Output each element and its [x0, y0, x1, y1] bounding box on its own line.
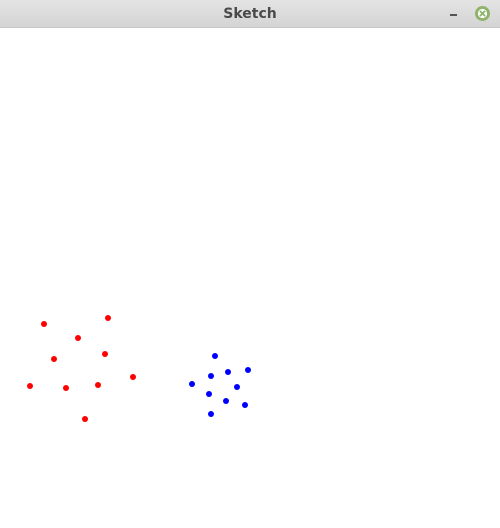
window-title: Sketch — [223, 6, 277, 22]
sketch-point — [206, 391, 212, 397]
sketch-point — [63, 385, 69, 391]
close-button[interactable] — [475, 6, 490, 21]
sketch-point — [208, 411, 214, 417]
sketch-point — [82, 416, 88, 422]
sketch-drawing — [27, 315, 251, 422]
sketch-point — [51, 356, 57, 362]
minimize-icon — [450, 14, 457, 16]
sketch-point — [102, 351, 108, 357]
sketch-point — [27, 383, 33, 389]
title-bar[interactable]: Sketch — [0, 0, 500, 28]
sketch-point — [225, 369, 231, 375]
sketch-point — [130, 374, 136, 380]
sketch-point — [105, 315, 111, 321]
sketch-point — [234, 384, 240, 390]
sketch-point — [242, 402, 248, 408]
sketch-point — [208, 373, 214, 379]
sketch-point — [223, 398, 229, 404]
minimize-button[interactable] — [446, 6, 462, 22]
sketch-point — [95, 382, 101, 388]
sketch-point — [189, 381, 195, 387]
sketch-point — [245, 367, 251, 373]
sketch-point — [75, 335, 81, 341]
sketch-canvas[interactable] — [0, 28, 500, 528]
close-icon — [477, 8, 488, 19]
sketch-point — [212, 353, 218, 359]
sketch-point — [41, 321, 47, 327]
